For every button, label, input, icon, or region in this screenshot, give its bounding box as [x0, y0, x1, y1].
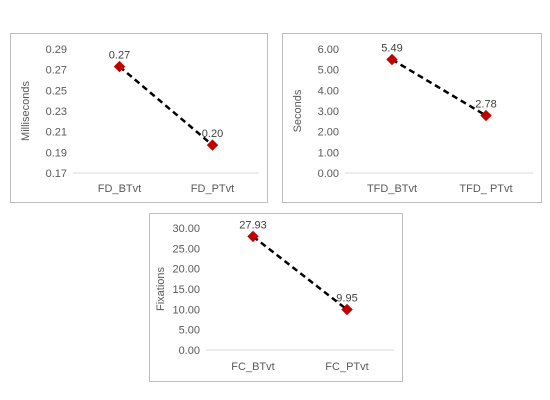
- data-point-marker: [341, 303, 353, 316]
- y-tick-label: 0.00: [179, 345, 200, 357]
- y-tick-label: 0.21: [46, 127, 67, 139]
- chart-panel-seconds: 0.00 1.00 2.00 3.00 4.00 5.00 6.00 Seconds TFD_B…: [282, 33, 542, 203]
- data-label: 0.27: [109, 50, 130, 62]
- data-point-marker: [247, 230, 259, 243]
- series-line: [252, 235, 348, 311]
- y-tick-label: 0.27: [46, 65, 67, 77]
- x-category-label: FD_PTvt: [191, 183, 234, 195]
- y-tick-label: 5.00: [318, 65, 339, 77]
- chart-svg-milliseconds: 0.17 0.19 0.21 0.23 0.25 0.27 0.29 Milliseconds…: [20, 44, 259, 195]
- y-tick-label: 0.00: [318, 168, 339, 180]
- data-point-marker: [480, 109, 492, 122]
- y-tick-label: 4.00: [318, 85, 339, 97]
- data-label: 27.93: [239, 219, 267, 231]
- y-axis-label: Fixations: [155, 266, 167, 311]
- y-tick-label: 20.00: [172, 264, 200, 276]
- y-tick-label: 0.29: [46, 44, 67, 56]
- chart-panel-fixations: 0.00 5.00 10.00 15.00 20.00 25.00 30.00 Fixatio…: [149, 213, 403, 382]
- y-axis-label: Milliseconds: [20, 81, 32, 141]
- y-tick-label: 6.00: [318, 44, 339, 56]
- y-tick-label: 2.00: [318, 127, 339, 139]
- x-category-label: TFD_ PTvt: [459, 183, 512, 195]
- y-tick-label: 0.25: [46, 85, 67, 97]
- chart-svg-seconds: 0.00 1.00 2.00 3.00 4.00 5.00 6.00 Seconds TFD_B…: [292, 43, 533, 195]
- data-point-marker: [206, 139, 219, 151]
- data-label: 0.20: [202, 128, 223, 140]
- series-line: [391, 58, 487, 117]
- data-label: 2.78: [475, 99, 496, 111]
- x-category-label: FD_BTvt: [98, 183, 141, 195]
- y-axis-label: Seconds: [292, 89, 304, 132]
- y-tick-label: 10.00: [172, 304, 200, 316]
- x-category-label: FC_PTvt: [325, 361, 368, 373]
- y-tick-label: 0.17: [46, 168, 67, 180]
- y-tick-label: 30.00: [172, 223, 200, 235]
- data-point-marker: [113, 60, 126, 73]
- y-tick-label: 3.00: [318, 106, 339, 118]
- y-tick-label: 0.19: [46, 147, 67, 159]
- y-tick-label: 25.00: [172, 243, 200, 255]
- data-label: 9.95: [336, 293, 357, 305]
- series-line: [118, 65, 214, 147]
- y-tick-label: 15.00: [172, 284, 200, 296]
- y-tick-label: 0.23: [46, 106, 67, 118]
- data-label: 5.49: [381, 43, 402, 55]
- chart-panel-milliseconds: 0.17 0.19 0.21 0.23 0.25 0.27 0.29 Milliseconds…: [10, 33, 268, 203]
- y-tick-label: 1.00: [318, 147, 339, 159]
- y-tick-label: 5.00: [179, 325, 200, 337]
- data-point-marker: [386, 53, 398, 66]
- x-category-label: FC_BTvt: [231, 361, 274, 373]
- chart-svg-fixations: 0.00 5.00 10.00 15.00 20.00 25.00 30.00 Fixatio…: [155, 219, 394, 373]
- x-category-label: TFD_BTvt: [367, 183, 417, 195]
